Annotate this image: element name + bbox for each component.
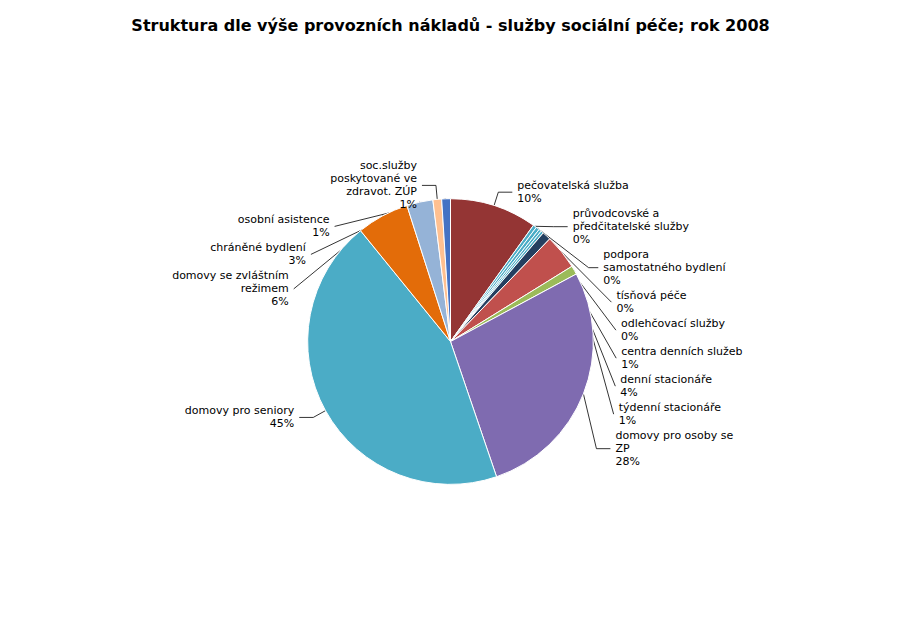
svg-text:centra denních služeb: centra denních služeb bbox=[621, 345, 742, 358]
svg-text:45%: 45% bbox=[270, 417, 294, 430]
svg-text:28%: 28% bbox=[615, 455, 639, 468]
svg-text:týdenní stacionáře: týdenní stacionáře bbox=[619, 401, 722, 414]
svg-text:domovy pro seniory: domovy pro seniory bbox=[185, 404, 295, 417]
svg-text:domovy pro osoby se: domovy pro osoby se bbox=[615, 429, 733, 442]
svg-text:chráněné bydlení: chráněné bydlení bbox=[210, 241, 307, 254]
svg-text:pečovatelská služba: pečovatelská služba bbox=[517, 179, 628, 192]
svg-text:1%: 1% bbox=[312, 226, 329, 239]
svg-text:režimem: režimem bbox=[241, 282, 289, 295]
svg-text:1%: 1% bbox=[399, 198, 416, 211]
svg-text:samostatného bydlení: samostatného bydlení bbox=[603, 261, 726, 274]
svg-text:osobní asistence: osobní asistence bbox=[238, 213, 330, 226]
svg-text:0%: 0% bbox=[621, 330, 638, 343]
svg-text:zdravot. ZÚP: zdravot. ZÚP bbox=[346, 185, 417, 198]
svg-text:1%: 1% bbox=[621, 358, 638, 371]
svg-text:3%: 3% bbox=[288, 254, 305, 267]
svg-text:poskytované ve: poskytované ve bbox=[330, 172, 417, 185]
svg-text:průvodcovské a: průvodcovské a bbox=[573, 207, 660, 220]
svg-text:předčitatelské služby: předčitatelské služby bbox=[573, 220, 690, 233]
svg-text:0%: 0% bbox=[616, 302, 633, 315]
svg-text:denní stacionáře: denní stacionáře bbox=[620, 373, 712, 386]
svg-text:1%: 1% bbox=[619, 414, 636, 427]
svg-text:domovy se zvláštním: domovy se zvláštním bbox=[172, 269, 289, 282]
svg-text:odlehčovací služby: odlehčovací služby bbox=[621, 317, 726, 330]
svg-text:10%: 10% bbox=[517, 192, 541, 205]
svg-text:tísňová péče: tísňová péče bbox=[616, 289, 686, 302]
svg-text:podpora: podpora bbox=[603, 248, 649, 261]
svg-text:Struktura dle výše provozních: Struktura dle výše provozních nákladů - … bbox=[131, 16, 769, 35]
svg-text:0%: 0% bbox=[573, 233, 590, 246]
svg-text:soc.služby: soc.služby bbox=[360, 159, 418, 172]
svg-text:6%: 6% bbox=[271, 295, 288, 308]
svg-text:ZP: ZP bbox=[615, 442, 630, 455]
svg-text:4%: 4% bbox=[620, 386, 637, 399]
svg-text:0%: 0% bbox=[603, 274, 620, 287]
